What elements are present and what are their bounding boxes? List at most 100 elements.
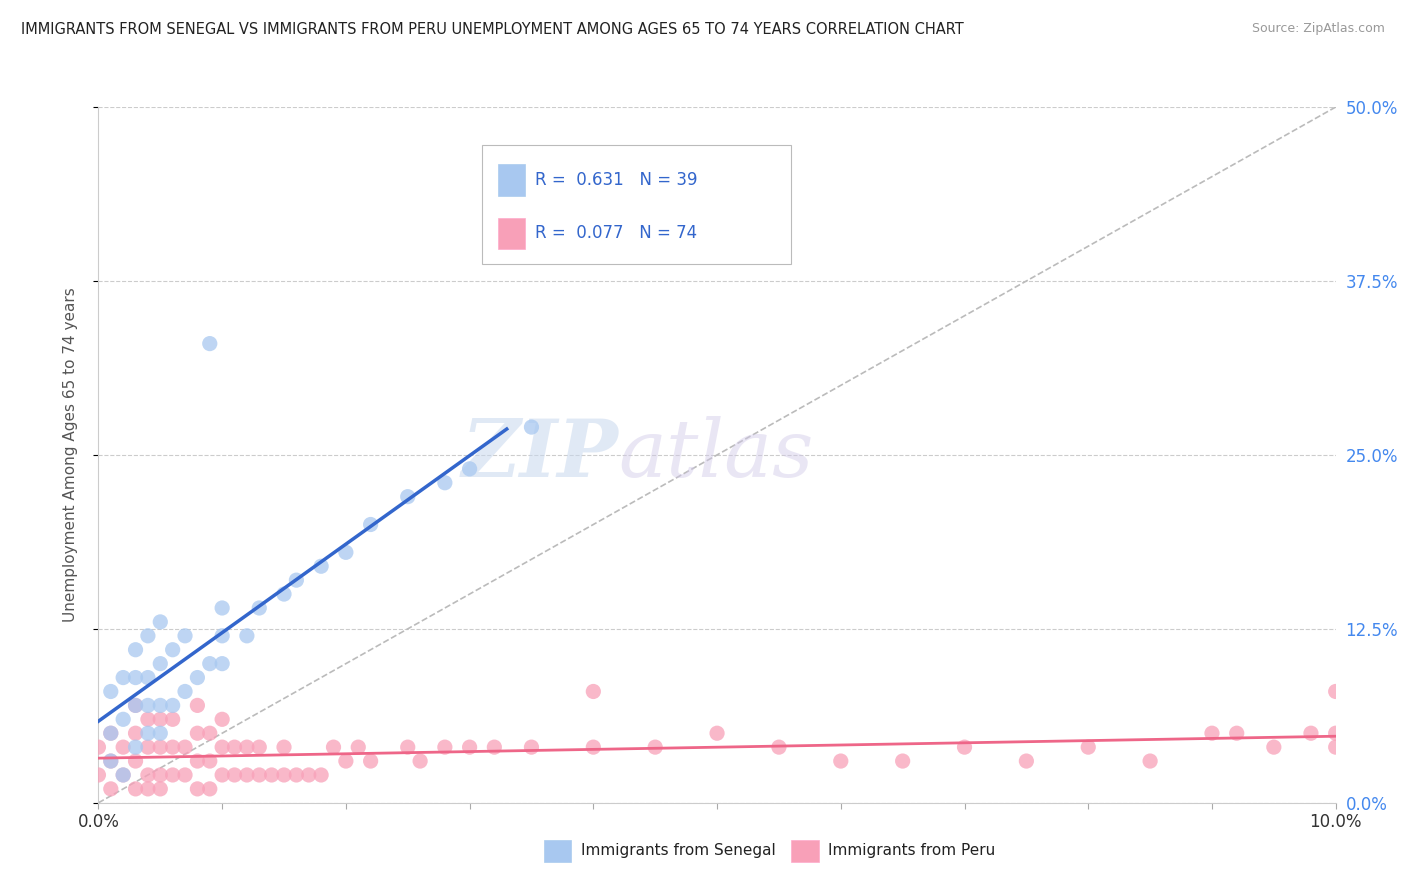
Point — [830, 754, 852, 768]
Text: IMMIGRANTS FROM SENEGAL VS IMMIGRANTS FROM PERU UNEMPLOYMENT AMONG AGES 65 TO 74: IMMIGRANTS FROM SENEGAL VS IMMIGRANTS FR… — [21, 22, 965, 37]
Point — [136, 781, 159, 796]
Point — [87, 740, 110, 755]
Point — [186, 671, 208, 685]
Point — [247, 768, 270, 782]
Bar — [498, 164, 526, 195]
Point — [186, 698, 208, 713]
Point — [186, 726, 208, 740]
Point — [174, 684, 197, 698]
Point — [1299, 726, 1322, 740]
Point — [953, 740, 976, 755]
Point — [112, 740, 135, 755]
Point — [484, 740, 506, 755]
Point — [433, 475, 456, 490]
Point — [211, 768, 233, 782]
Point — [136, 629, 159, 643]
Point — [582, 684, 605, 698]
Point — [247, 601, 270, 615]
Point — [162, 642, 184, 657]
Point — [260, 768, 283, 782]
Point — [211, 629, 233, 643]
Point — [162, 768, 184, 782]
Point — [409, 754, 432, 768]
Point — [149, 657, 172, 671]
Point — [247, 740, 270, 755]
Point — [136, 698, 159, 713]
Text: R =  0.631   N = 39: R = 0.631 N = 39 — [536, 171, 697, 189]
Point — [520, 420, 543, 434]
Point — [1324, 726, 1347, 740]
Point — [186, 754, 208, 768]
Point — [149, 712, 172, 726]
Bar — [498, 218, 526, 249]
Text: Immigrants from Senegal: Immigrants from Senegal — [581, 843, 776, 858]
Point — [198, 657, 221, 671]
Point — [198, 754, 221, 768]
Point — [891, 754, 914, 768]
Point — [360, 754, 382, 768]
Point — [520, 740, 543, 755]
Point — [396, 490, 419, 504]
Point — [124, 781, 146, 796]
Point — [335, 545, 357, 559]
Point — [174, 768, 197, 782]
Point — [149, 781, 172, 796]
Point — [124, 754, 146, 768]
Point — [100, 726, 122, 740]
Point — [124, 740, 146, 755]
Point — [198, 336, 221, 351]
Point — [162, 712, 184, 726]
Point — [198, 781, 221, 796]
Point — [433, 740, 456, 755]
Point — [285, 573, 308, 587]
Point — [309, 559, 332, 574]
Point — [298, 768, 321, 782]
Point — [360, 517, 382, 532]
FancyBboxPatch shape — [482, 145, 792, 263]
Point — [174, 740, 197, 755]
Point — [1077, 740, 1099, 755]
Point — [136, 768, 159, 782]
Point — [149, 768, 172, 782]
Point — [322, 740, 344, 755]
Point — [273, 740, 295, 755]
Point — [211, 601, 233, 615]
Point — [87, 768, 110, 782]
Text: ZIP: ZIP — [461, 417, 619, 493]
Point — [149, 740, 172, 755]
Point — [174, 629, 197, 643]
Point — [644, 740, 666, 755]
Point — [1201, 726, 1223, 740]
Point — [211, 712, 233, 726]
Text: R =  0.077   N = 74: R = 0.077 N = 74 — [536, 224, 697, 243]
Point — [236, 740, 259, 755]
Point — [124, 698, 146, 713]
Text: Source: ZipAtlas.com: Source: ZipAtlas.com — [1251, 22, 1385, 36]
Text: atlas: atlas — [619, 417, 814, 493]
Point — [236, 768, 259, 782]
Point — [112, 712, 135, 726]
Point — [100, 684, 122, 698]
Point — [1324, 684, 1347, 698]
Point — [136, 740, 159, 755]
Point — [1226, 726, 1249, 740]
Point — [198, 726, 221, 740]
Point — [124, 726, 146, 740]
Point — [1139, 754, 1161, 768]
Bar — [544, 839, 571, 862]
Point — [149, 726, 172, 740]
Point — [236, 629, 259, 643]
Point — [149, 698, 172, 713]
Point — [124, 642, 146, 657]
Point — [224, 740, 246, 755]
Point — [124, 671, 146, 685]
Point — [112, 768, 135, 782]
Point — [186, 781, 208, 796]
Point — [100, 754, 122, 768]
Point — [112, 671, 135, 685]
Text: Immigrants from Peru: Immigrants from Peru — [828, 843, 995, 858]
Point — [285, 768, 308, 782]
Point — [112, 768, 135, 782]
Point — [136, 726, 159, 740]
Y-axis label: Unemployment Among Ages 65 to 74 years: Unemployment Among Ages 65 to 74 years — [63, 287, 77, 623]
